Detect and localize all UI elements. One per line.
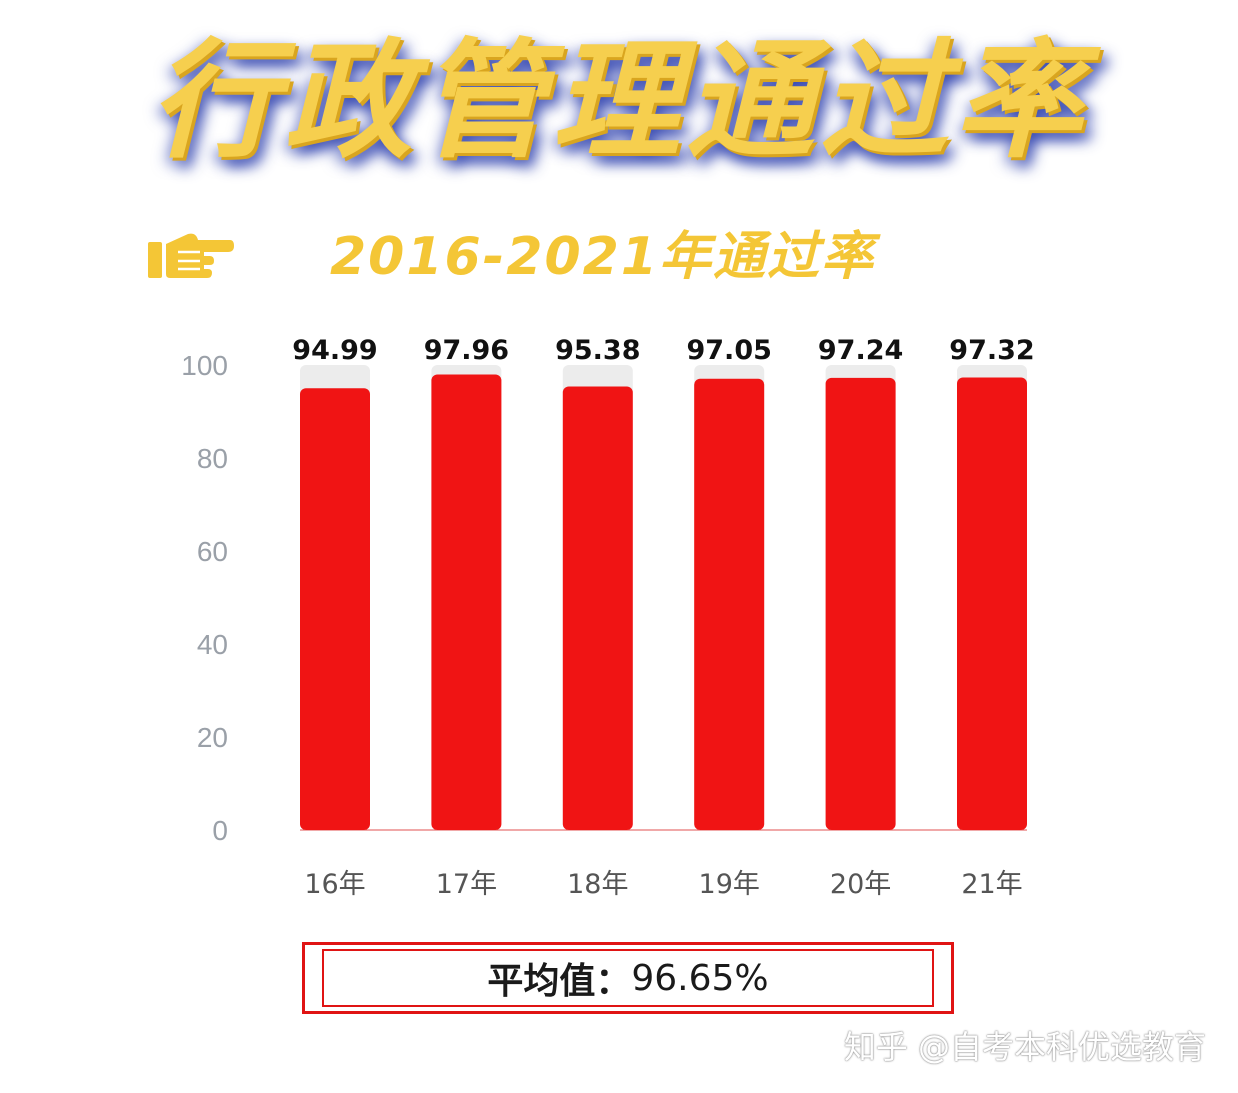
bar-value-label: 97.96 bbox=[424, 335, 509, 366]
y-tick-label: 60 bbox=[197, 536, 228, 567]
bar bbox=[300, 388, 370, 830]
average-separator: ： bbox=[595, 961, 632, 1002]
page-title: 行政管理通过率 bbox=[149, 27, 1088, 176]
pointing-hand-icon bbox=[148, 233, 234, 278]
bar bbox=[694, 378, 765, 830]
bar bbox=[825, 377, 896, 830]
bar-value-label: 94.99 bbox=[292, 335, 377, 366]
x-tick-label: 17年 bbox=[436, 869, 497, 900]
bar-value-label: 97.24 bbox=[818, 335, 903, 366]
bar bbox=[431, 374, 502, 830]
y-tick-label: 40 bbox=[197, 629, 228, 660]
average-label: 平均值 bbox=[487, 961, 596, 1002]
bar-chart: 0 20 40 60 80 100 94.99 16年 97.96 17年 95.38 18年 97.0… bbox=[181, 335, 1034, 900]
subtitle-row: 2016-2021年通过率 bbox=[0, 222, 1238, 292]
bar-value-label: 97.05 bbox=[686, 335, 771, 366]
y-tick-label: 0 bbox=[212, 815, 228, 846]
y-tick-label: 80 bbox=[197, 443, 228, 474]
y-tick-label: 100 bbox=[181, 350, 228, 381]
average-text: 平均值 ： 96.65% bbox=[322, 949, 934, 1007]
bar bbox=[562, 386, 633, 830]
bar-value-label: 95.38 bbox=[555, 335, 640, 366]
y-tick-label: 20 bbox=[197, 722, 228, 753]
chart-subtitle: 2016-2021年通过率 bbox=[330, 227, 876, 287]
x-tick-label: 19年 bbox=[699, 869, 760, 900]
x-tick-label: 16年 bbox=[304, 869, 365, 900]
bar-value-label: 97.32 bbox=[949, 335, 1034, 366]
x-tick-label: 20年 bbox=[830, 869, 891, 900]
bar bbox=[957, 377, 1027, 830]
x-tick-label: 21年 bbox=[961, 869, 1022, 900]
x-tick-label: 18年 bbox=[567, 869, 628, 900]
watermark: 知乎 @自考本科优选教育 bbox=[843, 1028, 1206, 1066]
average-value: 96.65% bbox=[631, 957, 769, 999]
average-box: 平均值 ： 96.65% bbox=[302, 942, 954, 1014]
